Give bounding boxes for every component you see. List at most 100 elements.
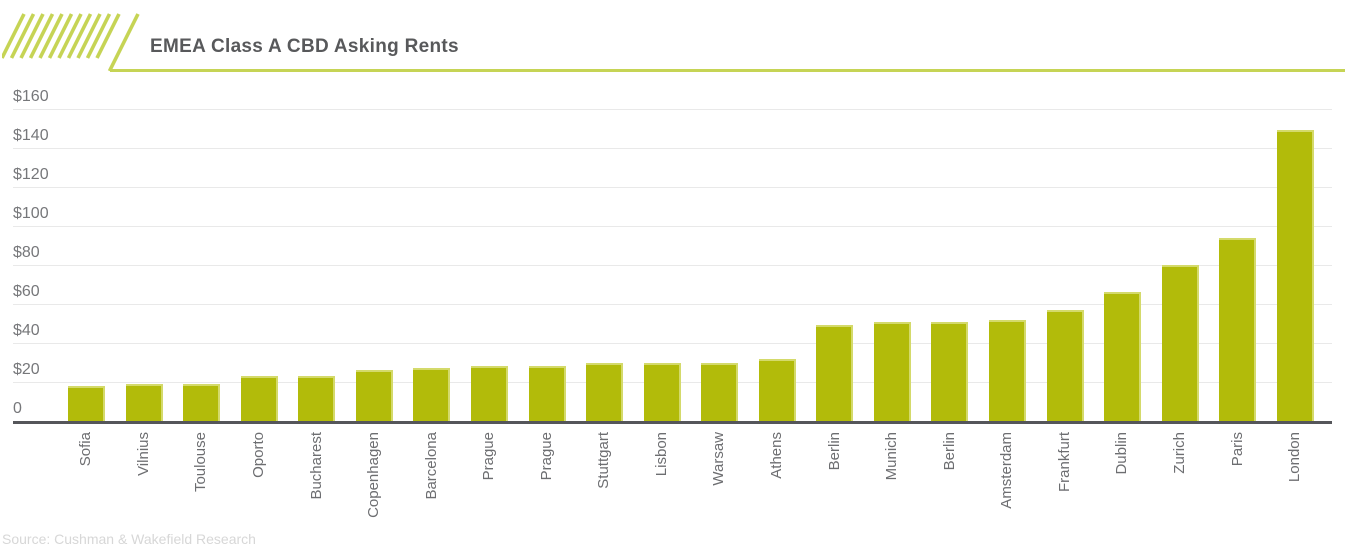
- bar-prague-8: [528, 366, 566, 421]
- x-axis-label-slot: Toulouse: [183, 432, 220, 492]
- bar-slot: [413, 368, 451, 421]
- bar-warsaw-11: [701, 362, 739, 421]
- x-axis-label-slot: Warsaw: [701, 432, 738, 486]
- bar-slot: [68, 385, 105, 421]
- x-axis-label-slot: London: [1277, 432, 1314, 482]
- gridline: [13, 109, 1332, 110]
- x-axis-label-slot: Athens: [759, 432, 796, 479]
- x-axis-category-label: Copenhagen: [365, 432, 383, 518]
- x-axis-label-slot: Amsterdam: [989, 432, 1026, 509]
- bar-slot: [701, 362, 739, 421]
- gridline: [13, 343, 1332, 344]
- bar-slot: [183, 383, 221, 421]
- bars-row: [68, 109, 1314, 421]
- x-axis-category-label: Lisbon: [652, 432, 670, 477]
- y-axis-tick-label: $40: [13, 322, 40, 339]
- x-axis-category-label: Athens: [768, 432, 785, 479]
- bar-slot: [1104, 292, 1142, 421]
- x-axis-category-label: London: [1286, 432, 1304, 483]
- gridline: [13, 226, 1332, 227]
- x-axis-label-slot: Lisbon: [644, 432, 681, 476]
- bar-berlin-15: [931, 321, 969, 421]
- x-axis-label-slot: Prague: [471, 432, 508, 480]
- y-axis-tick-label: $100: [13, 205, 49, 222]
- y-axis-tick-label: $120: [13, 166, 49, 183]
- bar-prague-7: [470, 366, 508, 421]
- x-axis-category-label: Amsterdam: [998, 432, 1016, 509]
- header-rule: [110, 69, 1345, 72]
- bar-slot: [873, 321, 911, 421]
- bar-chart: $160 $140 $120 $100 $80 $60 $40 $20 0 Sofia Vilni…: [0, 85, 1345, 545]
- bar-london-21: [1276, 130, 1314, 421]
- bar-athens-12: [758, 358, 796, 421]
- bar-slot: [298, 376, 336, 421]
- x-axis-category-label: Vilnius: [134, 432, 152, 476]
- bar-vilnius-1: [125, 383, 163, 421]
- x-axis-category-label: Dublin: [1113, 432, 1131, 475]
- x-axis-label-slot: Munich: [874, 432, 911, 480]
- bar-amsterdam-16: [989, 319, 1026, 421]
- x-axis-category-label: Barcelona: [422, 432, 440, 500]
- gridline: [13, 187, 1332, 188]
- x-axis-label-slot: Vilnius: [126, 432, 163, 476]
- x-axis-label-slot: Frankfurt: [1047, 432, 1084, 492]
- bar-stuttgart-9: [586, 362, 624, 421]
- bar-slot: [125, 383, 163, 421]
- x-axis-category-label: Paris: [1228, 432, 1246, 467]
- bar-slot: [1219, 237, 1257, 421]
- x-axis-category-label: Prague: [537, 432, 555, 481]
- x-axis-category-label: Warsaw: [710, 432, 728, 486]
- bar-copenhagen-5: [355, 370, 393, 421]
- gridline: [13, 148, 1332, 149]
- x-axis-label-slot: Barcelona: [413, 432, 450, 500]
- bar-oporto-3: [240, 376, 278, 421]
- x-axis-baseline: [13, 421, 1332, 424]
- x-axis-label-slot: Paris: [1219, 432, 1256, 466]
- bar-frankfurt-17: [1046, 309, 1084, 421]
- x-axis-label-slot: Bucharest: [298, 432, 335, 500]
- x-axis-category-label: Prague: [480, 432, 498, 481]
- x-axis-label-slot: Berlin: [931, 432, 968, 470]
- x-axis-category-label: Munich: [883, 432, 901, 481]
- x-axis-category-label: Berlin: [825, 432, 843, 471]
- y-axis-tick-label: $80: [13, 244, 40, 261]
- y-axis-tick-label: $140: [13, 127, 49, 144]
- x-axis-label-slot: Berlin: [816, 432, 853, 470]
- slashes-decoration-icon: [2, 13, 140, 72]
- bar-dublin-18: [1104, 292, 1142, 421]
- source-note: Source: Cushman & Wakefield Research: [2, 531, 256, 547]
- x-axis-label-slot: Oporto: [241, 432, 278, 478]
- x-axis-label-slot: Zurich: [1162, 432, 1199, 474]
- bar-slot: [1276, 130, 1314, 421]
- x-axis-label-slot: Prague: [529, 432, 566, 480]
- bar-lisbon-10: [643, 362, 681, 421]
- x-axis-label-slot: Dublin: [1104, 432, 1141, 475]
- bar-sofia-0: [68, 385, 105, 421]
- bar-toulouse-2: [183, 383, 221, 421]
- x-axis-label-slot: Sofia: [68, 432, 105, 466]
- bar-slot: [1161, 265, 1199, 421]
- bar-slot: [989, 319, 1026, 421]
- y-axis-tick-label: $20: [13, 361, 40, 378]
- x-axis-category-label: Frankfurt: [1055, 432, 1073, 493]
- x-axis-label-slot: Stuttgart: [586, 432, 623, 489]
- bar-slot: [1046, 309, 1084, 421]
- y-axis-tick-label: $160: [13, 88, 49, 105]
- x-axis-category-label: Toulouse: [192, 432, 210, 493]
- bar-bucharest-4: [298, 376, 336, 421]
- bar-slot: [470, 366, 508, 421]
- x-axis-category-label: Berlin: [940, 432, 958, 471]
- bar-slot: [355, 370, 393, 421]
- bar-slot: [758, 358, 796, 421]
- bar-slot: [643, 362, 681, 421]
- x-axis-category-label: Stuttgart: [595, 432, 613, 489]
- gridline: [13, 304, 1332, 305]
- x-axis-label-slot: Copenhagen: [356, 432, 393, 518]
- bar-slot: [240, 376, 278, 421]
- x-axis-category-label: Oporto: [249, 432, 267, 478]
- x-axis-category-label: Bucharest: [307, 432, 325, 500]
- bar-slot: [528, 366, 566, 421]
- report-header: EMEA Class A CBD Asking Rents: [0, 0, 1345, 80]
- y-axis-tick-label: $60: [13, 283, 40, 300]
- bar-munich-14: [873, 321, 911, 421]
